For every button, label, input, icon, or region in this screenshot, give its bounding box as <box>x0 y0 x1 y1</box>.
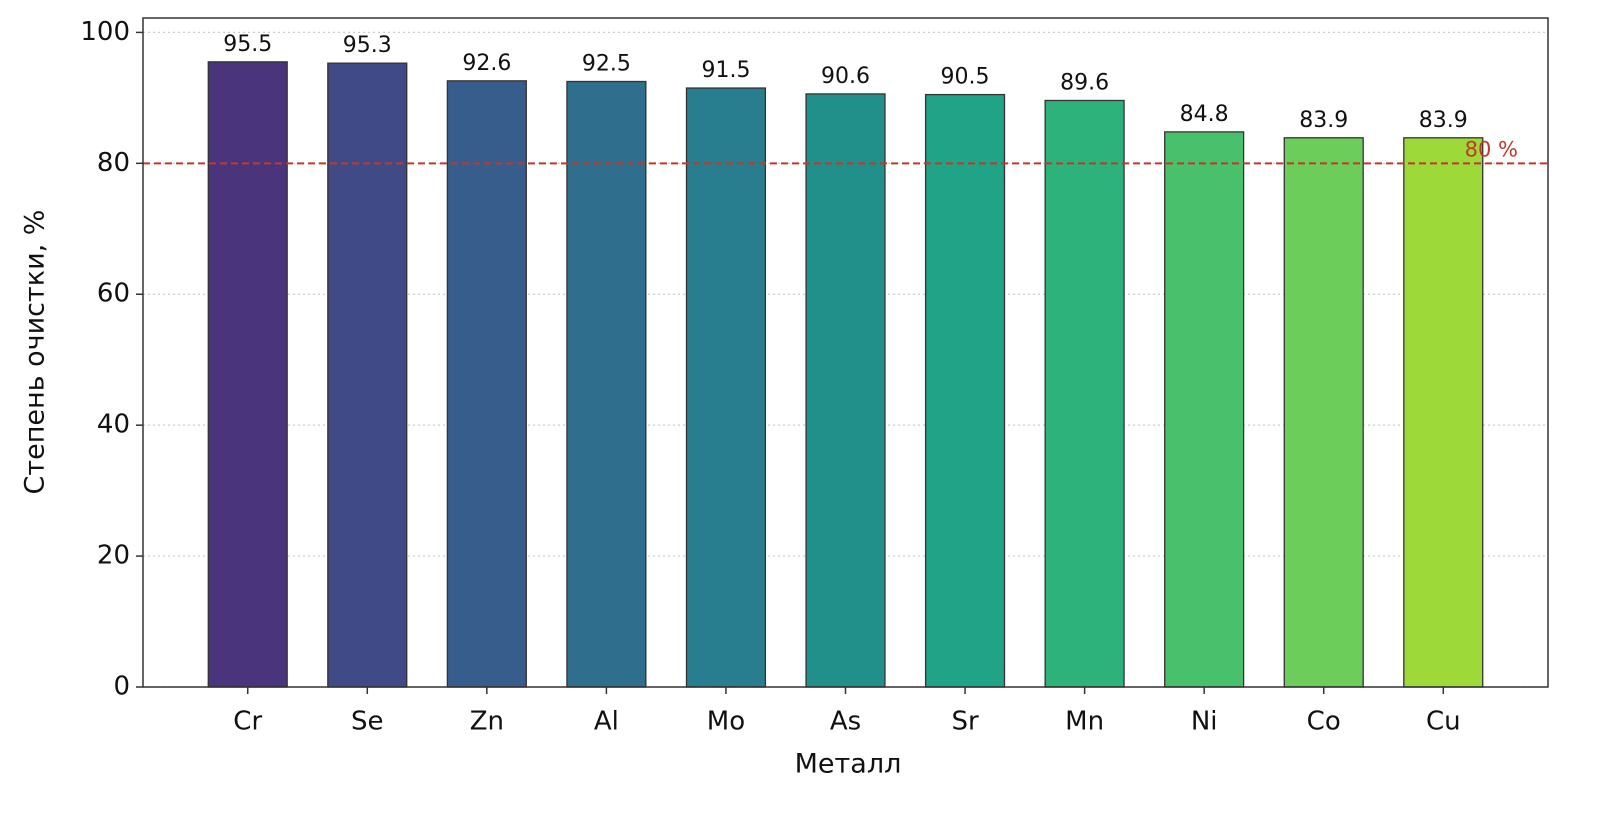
bar <box>566 80 647 688</box>
bar <box>685 87 767 688</box>
bar <box>924 93 1006 688</box>
bar <box>446 80 527 688</box>
bar <box>805 93 886 688</box>
y-axis-label: Степень очистки, % <box>20 210 51 495</box>
x-tick-label: Se <box>351 707 384 737</box>
value-label: 84.8 <box>1180 102 1229 127</box>
x-tick-label: As <box>830 707 861 737</box>
value-label: 92.5 <box>582 51 631 76</box>
x-tick-label: Ni <box>1191 707 1218 737</box>
value-label: 95.3 <box>343 33 392 58</box>
y-tick-label: 60 <box>97 279 130 309</box>
value-label: 83.9 <box>1299 108 1348 133</box>
x-tick-label: Mo <box>707 707 745 737</box>
value-label: 90.6 <box>821 64 870 89</box>
value-label: 83.9 <box>1419 108 1468 133</box>
bar <box>1044 99 1125 688</box>
y-tick-label: 20 <box>97 541 130 571</box>
value-label: 90.5 <box>941 65 990 90</box>
x-tick-label: Zn <box>470 707 504 737</box>
value-label: 91.5 <box>701 58 750 83</box>
x-axis-label: Металл <box>795 749 902 780</box>
x-tick-label: Cu <box>1426 707 1461 737</box>
bar <box>327 62 408 688</box>
value-label: 95.5 <box>223 32 272 57</box>
y-tick-label: 80 <box>97 148 130 178</box>
x-tick-label: Sr <box>951 707 979 737</box>
value-label: 92.6 <box>462 51 511 76</box>
x-tick-label: Cr <box>233 707 262 737</box>
x-tick-label: Mn <box>1065 707 1104 737</box>
bar <box>207 61 288 688</box>
value-label: 89.6 <box>1060 70 1109 95</box>
bar <box>1283 137 1364 688</box>
y-tick-label: 40 <box>97 410 130 440</box>
y-tick-label: 0 <box>113 672 130 702</box>
bar <box>1164 131 1245 688</box>
plot-frame <box>142 17 1549 688</box>
x-tick-label: Al <box>594 707 619 737</box>
threshold-label: 80 % <box>1465 137 1518 161</box>
x-tick-label: Co <box>1307 707 1341 737</box>
y-tick-label: 100 <box>80 17 130 47</box>
bar <box>1403 137 1484 688</box>
